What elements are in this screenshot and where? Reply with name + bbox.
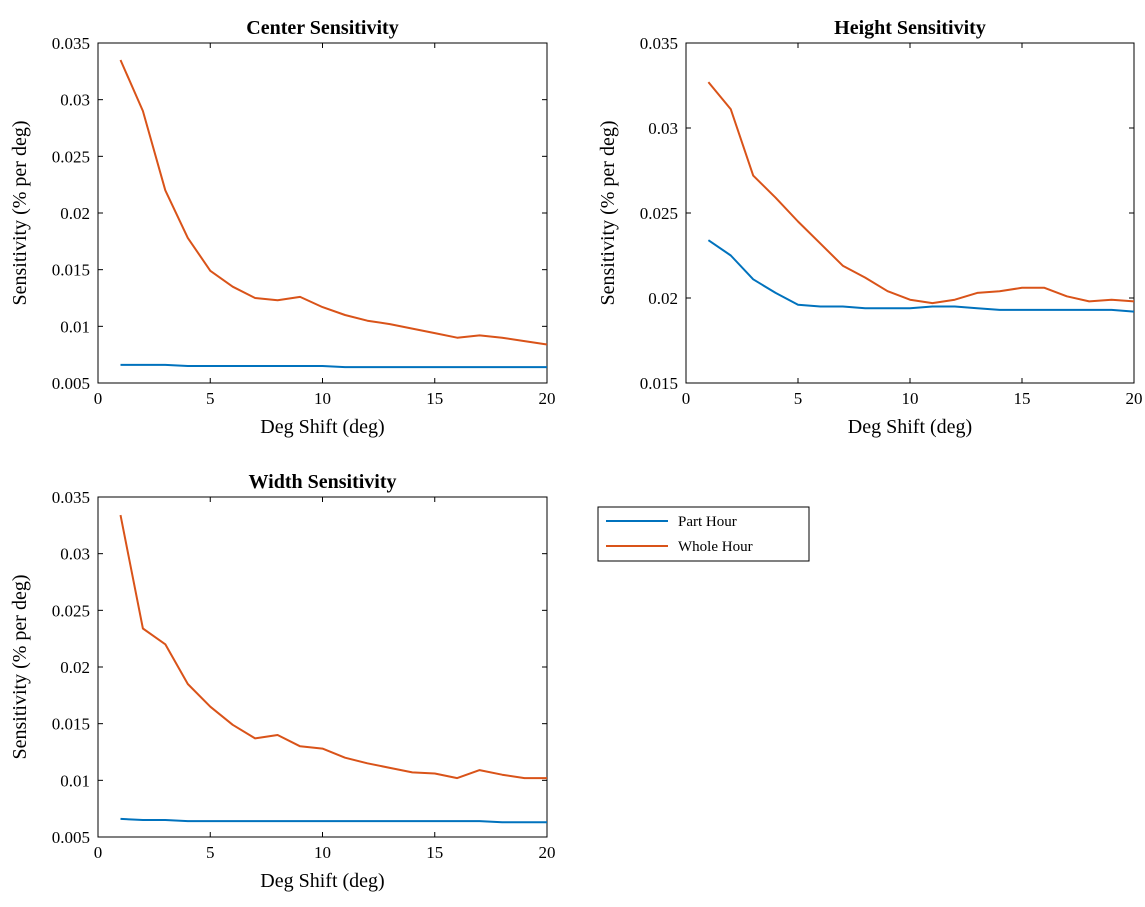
width-ytick-label: 0.035 (52, 488, 90, 507)
height-xtick-label: 10 (902, 389, 919, 408)
width-series-whole-hour (119, 514, 547, 780)
center-xtick-label: 0 (94, 389, 103, 408)
width-axes-box (97, 496, 548, 838)
height-series-part-hour (707, 239, 1135, 313)
width-ytick-label: 0.02 (60, 658, 90, 677)
width-ytick-label: 0.01 (60, 771, 90, 790)
height-xtick-label: 0 (682, 389, 691, 408)
legend: Part Hour Whole Hour (597, 506, 810, 562)
legend-label-part-hour: Part Hour (678, 514, 737, 530)
height-xtick-label: 20 (1126, 389, 1143, 408)
width-xtick-label: 0 (94, 843, 103, 862)
center-ytick-label: 0.035 (52, 34, 90, 53)
height-chart-title: Height Sensitivity (834, 17, 986, 39)
center-y-axis-label: Sensitivity (% per deg) (9, 121, 31, 306)
center-ytick-label: 0.005 (52, 374, 90, 393)
center-ytick-label: 0.015 (52, 261, 90, 280)
center-axes-box (97, 42, 548, 384)
height-x-axis-label: Deg Shift (deg) (848, 416, 972, 438)
width-ytick-label: 0.015 (52, 715, 90, 734)
height-ytick-label: 0.03 (648, 119, 678, 138)
width-xtick-label: 10 (314, 843, 331, 862)
legend-label-whole-hour: Whole Hour (678, 539, 753, 555)
center-ytick-label: 0.02 (60, 204, 90, 223)
width-sensitivity-panel: 0 5 10 15 20 0.005 0.01 0.015 0.02 0.025 0.03 0.035… (9, 471, 556, 892)
width-chart-title: Width Sensitivity (249, 471, 397, 493)
width-xtick-label: 20 (539, 843, 556, 862)
center-series-part-hour (120, 363, 547, 369)
width-y-axis-label: Sensitivity (% per deg) (9, 575, 31, 760)
height-ytick-label: 0.015 (640, 374, 678, 393)
width-xtick-label: 5 (206, 843, 215, 862)
height-xtick-label: 15 (1014, 389, 1031, 408)
width-ytick-label: 0.025 (52, 601, 90, 620)
height-xtick-label: 5 (794, 389, 803, 408)
height-ytick-label: 0.025 (640, 204, 678, 223)
width-series-part-hour (120, 817, 547, 824)
height-ytick-label: 0.02 (648, 289, 678, 308)
center-ytick-label: 0.01 (60, 317, 90, 336)
center-sensitivity-panel: 0 5 10 15 20 0.005 0.01 0.015 0.02 0.025 0.03 0.035… (9, 17, 556, 438)
legend-box (597, 506, 810, 562)
center-chart-title: Center Sensitivity (246, 17, 398, 39)
height-y-axis-label: Sensitivity (% per deg) (597, 121, 619, 306)
height-sensitivity-panel: 0 5 10 15 20 0.015 0.02 0.025 0.03 0.035 Height Se… (597, 17, 1143, 438)
height-ytick-label: 0.035 (640, 34, 678, 53)
width-ytick-label: 0.005 (52, 828, 90, 847)
width-x-axis-label: Deg Shift (deg) (260, 870, 384, 892)
center-xtick-label: 15 (426, 389, 443, 408)
center-xtick-label: 10 (314, 389, 331, 408)
center-series-whole-hour (119, 59, 548, 346)
height-series-whole-hour (707, 81, 1135, 305)
center-xtick-label: 5 (206, 389, 215, 408)
center-ytick-label: 0.025 (52, 147, 90, 166)
center-xtick-label: 20 (539, 389, 556, 408)
width-ytick-label: 0.03 (60, 545, 90, 564)
center-ytick-label: 0.03 (60, 91, 90, 110)
height-axes-box (685, 42, 1135, 384)
width-xtick-label: 15 (426, 843, 443, 862)
center-x-axis-label: Deg Shift (deg) (260, 416, 384, 438)
